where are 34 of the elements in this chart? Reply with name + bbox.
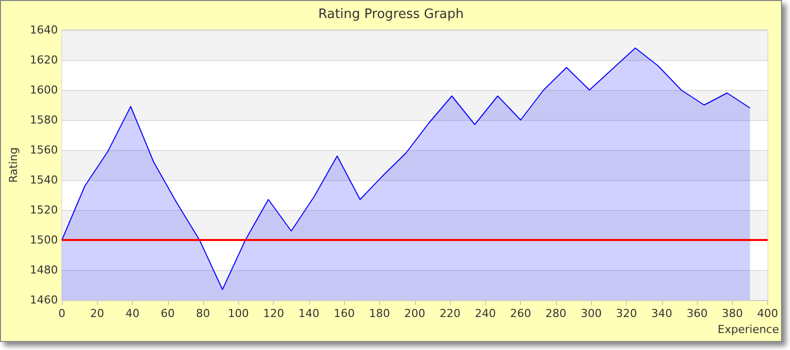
y-tick-label: 1600 bbox=[30, 84, 58, 96]
x-tick-label: 40 bbox=[125, 307, 140, 320]
x-tick-label: 280 bbox=[545, 307, 566, 320]
y-tick-label: 1500 bbox=[30, 234, 58, 246]
x-tick-label: 0 bbox=[58, 307, 66, 320]
x-tick-label: 140 bbox=[298, 307, 320, 320]
x-tick-label: 120 bbox=[263, 307, 284, 320]
y-tick-label: 1620 bbox=[30, 54, 58, 66]
y-tick-label: 1640 bbox=[30, 24, 58, 36]
x-tick-label: 220 bbox=[440, 307, 461, 320]
y-tick-label: 1560 bbox=[30, 144, 58, 156]
y-axis-title: Rating bbox=[7, 147, 20, 183]
y-tick-label: 1520 bbox=[30, 204, 58, 216]
y-tick-label: 1460 bbox=[30, 294, 58, 306]
x-tick-label: 160 bbox=[334, 307, 355, 320]
x-tick-label: 320 bbox=[616, 307, 638, 320]
x-tick-label: 200 bbox=[404, 307, 426, 320]
x-tick-label: 340 bbox=[651, 307, 672, 320]
x-tick-label: 400 bbox=[757, 307, 778, 320]
y-tick-label: 1540 bbox=[30, 174, 58, 186]
x-tick-label: 260 bbox=[510, 307, 532, 320]
x-tick-label: 240 bbox=[474, 307, 496, 320]
x-tick-label: 300 bbox=[580, 307, 602, 320]
x-axis-title: Experience bbox=[718, 323, 780, 336]
x-tick-label: 60 bbox=[160, 307, 175, 320]
x-tick-label: 100 bbox=[228, 307, 249, 320]
y-tick-label: 1580 bbox=[30, 114, 58, 126]
x-tick-label: 20 bbox=[90, 307, 104, 320]
x-tick-label: 180 bbox=[368, 307, 390, 320]
chart-title: Rating Progress Graph bbox=[318, 7, 464, 22]
x-tick-label: 80 bbox=[196, 307, 210, 320]
x-tick-label: 380 bbox=[722, 307, 743, 320]
x-tick-label: 360 bbox=[686, 307, 708, 320]
y-tick-label: 1480 bbox=[30, 264, 58, 276]
